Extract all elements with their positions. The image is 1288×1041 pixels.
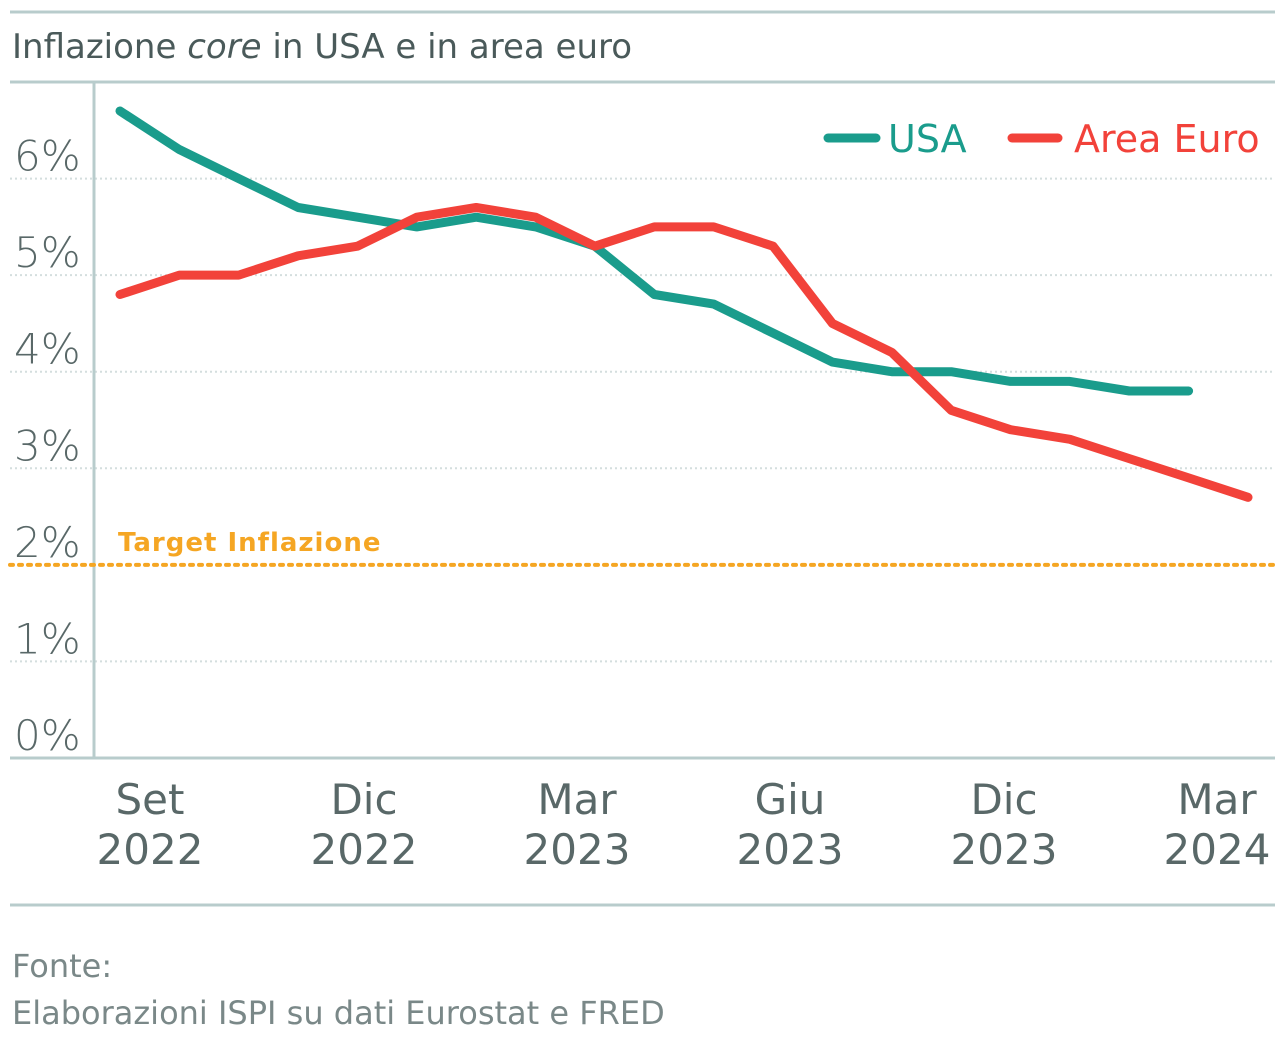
x-tick-label-2-month: Mar: [537, 775, 617, 824]
series-line-usa: [115, 106, 1194, 396]
x-tick-label-5-month: Mar: [1177, 775, 1257, 824]
chart-title-suffix: in USA e in area euro: [262, 27, 632, 67]
y-tick-label-0: 0%: [14, 711, 81, 760]
y-tick-label-5: 5%: [14, 228, 81, 277]
chart-title: Inflazione core in USA e in area euro: [12, 27, 632, 67]
x-tick-label-4-year: 2023: [951, 825, 1058, 874]
y-tick-label-3: 3%: [14, 421, 81, 470]
y-axis-ticks: 0% 1% 2% 3% 4% 5% 6%: [14, 132, 81, 760]
y-tick-label-2: 2%: [14, 518, 81, 567]
x-tick-label-3-month: Giu: [755, 775, 826, 824]
x-tick-label-0-year: 2022: [97, 825, 204, 874]
y-tick-label-6: 6%: [14, 132, 81, 181]
x-tick-label-3-year: 2023: [737, 825, 844, 874]
chart-title-prefix: Inflazione: [12, 27, 187, 67]
chart-title-emphasis: core: [187, 27, 261, 67]
x-tick-label-4-month: Dic: [970, 775, 1037, 824]
target-label: Target Inflazione: [118, 528, 381, 558]
source-text: Elaborazioni ISPI su dati Eurostat e FRE…: [12, 994, 665, 1032]
source-label: Fonte:: [12, 947, 112, 985]
x-axis-ticks: Set2022Dic2022Mar2023Giu2023Dic2023Mar20…: [97, 775, 1271, 874]
x-tick-label-2-year: 2023: [524, 825, 631, 874]
y-tick-label-4: 4%: [14, 325, 81, 374]
x-tick-label-0-month: Set: [116, 775, 185, 824]
x-tick-label-5-year: 2024: [1164, 825, 1271, 874]
series-lines: [115, 106, 1253, 502]
legend-label-usa: USA: [888, 117, 967, 161]
legend-label-area-euro: Area Euro: [1074, 117, 1260, 161]
y-tick-label-1: 1%: [14, 614, 81, 663]
x-tick-label-1-year: 2022: [311, 825, 418, 874]
series-line-area-euro: [115, 203, 1253, 502]
legend: USA Area Euro: [823, 117, 1260, 161]
gridlines: [10, 177, 1275, 760]
x-tick-label-1-month: Dic: [330, 775, 397, 824]
